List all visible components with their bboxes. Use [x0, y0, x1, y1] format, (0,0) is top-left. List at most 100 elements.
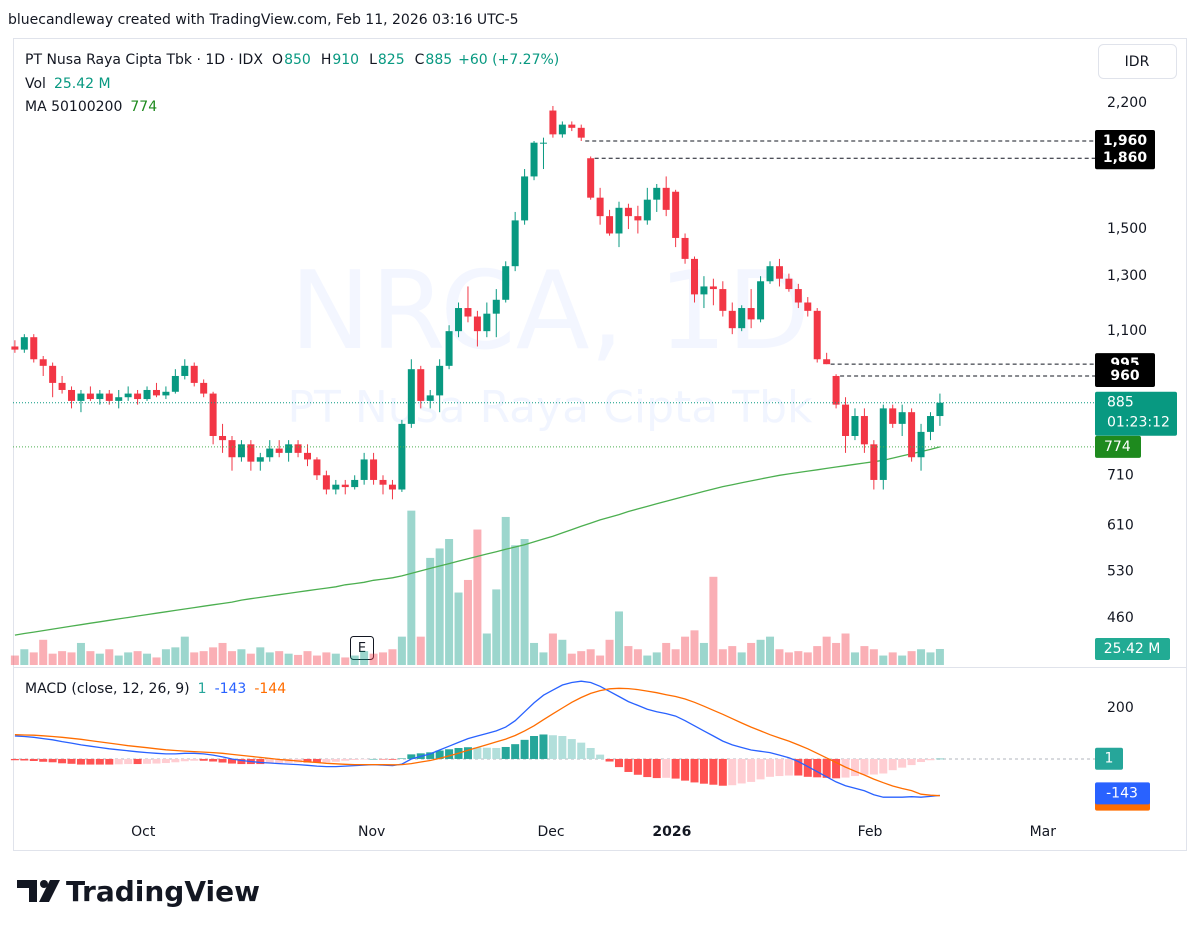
candle-body	[747, 308, 755, 320]
macd-line	[14, 680, 940, 798]
candle-body	[926, 416, 934, 432]
volume-bar	[869, 649, 878, 665]
macd-histogram-bar	[463, 747, 472, 759]
candle-body	[20, 337, 28, 350]
candle-body	[190, 365, 198, 383]
candle-body	[171, 375, 179, 392]
macd-histogram-bar	[20, 758, 29, 761]
volume-bar	[426, 557, 435, 665]
legend-item: L	[369, 52, 377, 68]
volume-bar	[671, 649, 680, 665]
candle-body	[247, 444, 255, 462]
candle-body	[917, 431, 925, 458]
candle-body	[379, 479, 387, 485]
macd-histogram-bar	[312, 758, 321, 763]
x-tick-label: Nov	[358, 824, 385, 840]
macd-histogram-bar	[284, 758, 293, 763]
volume-bar	[445, 539, 454, 665]
volume-bar	[596, 655, 605, 665]
volume-bar	[256, 647, 265, 665]
candle-body	[775, 266, 783, 279]
volume-bar	[747, 642, 756, 665]
volume-bar	[341, 657, 350, 665]
ma-tag	[1095, 435, 1141, 458]
volume-bar	[246, 653, 255, 665]
candle-body	[842, 404, 850, 436]
candle-body	[908, 412, 916, 458]
candle-body	[530, 142, 538, 177]
macd-histogram-bar	[218, 758, 227, 763]
legend-item: H	[321, 52, 332, 68]
macd-histogram-bar	[869, 758, 878, 775]
candle-body	[200, 382, 208, 394]
volume-bar	[95, 653, 104, 665]
macd-histogram-bar	[860, 758, 869, 775]
volume-bar	[643, 655, 652, 665]
earnings-marker[interactable]	[350, 636, 374, 660]
macd-histogram-bar	[492, 747, 501, 759]
candle-body	[728, 310, 736, 329]
macd-histogram-bar	[548, 735, 557, 759]
logo-shape	[17, 880, 37, 902]
legend: Vol 25.42 M	[25, 76, 111, 92]
legend-item: PT Nusa Raya Cipta Tbk · 1D · IDX	[25, 52, 263, 68]
candle-body	[237, 444, 245, 458]
legend-item: Vol	[25, 76, 46, 92]
macd-histogram-bar	[728, 758, 737, 786]
legend-item: 1	[198, 681, 207, 697]
y-tick-label: 460	[1107, 610, 1134, 626]
macd-histogram-bar	[718, 758, 727, 786]
volume-bar	[275, 651, 284, 665]
macd-histogram-bar	[39, 758, 48, 762]
volume-bar	[803, 652, 812, 665]
macd-histogram-bar	[114, 758, 123, 765]
macd-histogram-bar	[888, 758, 897, 771]
candle-body	[275, 448, 283, 453]
price-tag	[1095, 364, 1155, 387]
macd-histogram-bar	[898, 758, 907, 768]
candle-body	[30, 337, 38, 360]
legend-item: 850	[284, 52, 311, 68]
candle-body	[766, 266, 774, 282]
volume-bar	[209, 647, 218, 665]
volume-bar	[860, 646, 869, 665]
volume-bar	[237, 649, 246, 665]
macd-histogram-bar	[209, 758, 218, 762]
macd-histogram-bar	[879, 758, 888, 774]
macd-histogram-bar	[501, 746, 510, 759]
candle-body	[68, 389, 76, 401]
candle-body	[596, 197, 604, 217]
volume-bar	[492, 589, 501, 665]
currency-box[interactable]	[1098, 44, 1177, 79]
macd-histogram-bar	[520, 739, 529, 759]
volume-bar	[454, 592, 463, 665]
candle-body	[360, 459, 368, 480]
volume-bar	[133, 651, 142, 665]
candle-body	[785, 278, 793, 290]
volume-bar	[369, 653, 378, 665]
candle-body	[341, 484, 349, 488]
macd-histogram-bar	[256, 758, 265, 765]
legend-item: O	[272, 52, 283, 68]
volume-bar	[718, 649, 727, 665]
y-tick-label: 530	[1107, 564, 1134, 580]
macd-histogram-bar	[58, 758, 67, 764]
candle-body	[757, 281, 765, 320]
watermark: NRCA, 1D	[290, 249, 810, 374]
macd-histogram-bar	[435, 750, 444, 759]
volume-bar	[709, 576, 718, 665]
chart-frame	[13, 38, 1187, 851]
macd-histogram-bar	[747, 758, 756, 782]
volume-bar	[29, 652, 38, 665]
candle-body	[539, 142, 547, 144]
macd-histogram-bar	[303, 758, 312, 763]
legend-item: 910	[332, 52, 359, 68]
price-tag-label: 960	[1110, 368, 1139, 384]
macd-histogram-bar	[482, 747, 491, 759]
y-tick-label: 1,100	[1107, 323, 1147, 339]
candle-body	[823, 359, 831, 365]
candle-body	[77, 393, 85, 401]
signal-line	[14, 687, 940, 797]
candle-body	[860, 416, 868, 445]
